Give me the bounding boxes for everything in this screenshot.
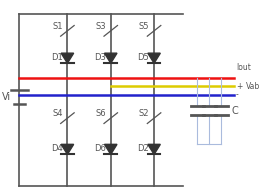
Text: Vi: Vi	[2, 92, 11, 102]
Text: D1: D1	[51, 53, 63, 62]
Polygon shape	[148, 144, 160, 154]
Text: S1: S1	[52, 22, 63, 31]
Polygon shape	[61, 53, 74, 63]
Text: D5: D5	[138, 53, 149, 62]
Text: S2: S2	[139, 109, 149, 118]
Polygon shape	[104, 53, 117, 63]
Text: D2: D2	[138, 144, 149, 153]
Text: C: C	[232, 106, 238, 116]
Text: S6: S6	[95, 109, 106, 118]
Text: S3: S3	[95, 22, 106, 31]
Polygon shape	[148, 53, 160, 63]
Text: -: -	[236, 91, 239, 100]
Text: +: +	[236, 82, 242, 91]
Text: Vab: Vab	[246, 82, 259, 91]
Text: D6: D6	[94, 144, 106, 153]
Text: S4: S4	[52, 109, 63, 118]
Text: Iout: Iout	[236, 63, 251, 72]
Text: D4: D4	[51, 144, 63, 153]
Text: S5: S5	[139, 22, 149, 31]
Polygon shape	[61, 144, 74, 154]
Polygon shape	[104, 144, 117, 154]
Text: D3: D3	[94, 53, 106, 62]
